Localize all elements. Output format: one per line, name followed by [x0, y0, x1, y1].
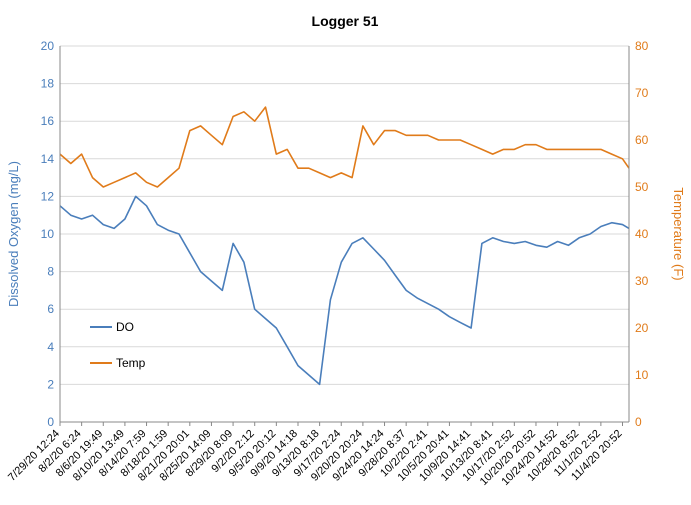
legend-item-do: DO: [90, 320, 134, 334]
y-right-tick-label: 50: [635, 180, 649, 194]
gridlines: [60, 45, 629, 385]
y-axis-left-label: Dissolved Oxygen (mg/L): [6, 161, 21, 307]
y-right-tick-label: 30: [635, 274, 649, 288]
legend-label-do: DO: [116, 320, 134, 334]
legend-item-temp: Temp: [90, 356, 146, 370]
y-right-tick-label: 70: [635, 86, 649, 100]
left-axis-ticks: 0 2 4 6 8 10 12 14 16 18 20: [41, 39, 55, 429]
x-axis-ticks: 7/29/20 12:248/2/20 6:248/6/20 19:498/10…: [6, 422, 625, 488]
y-left-tick-label: 4: [47, 340, 54, 354]
series-lines: [59, 106, 630, 386]
y-axis-right-label: Temperature (F): [671, 187, 686, 280]
y-right-tick-label: 20: [635, 321, 649, 335]
y-left-tick-label: 12: [41, 189, 55, 203]
y-left-tick-label: 10: [41, 227, 55, 241]
y-left-tick-label: 2: [47, 377, 54, 391]
chart-title: Logger 51: [312, 13, 379, 29]
series-line-do: [59, 195, 630, 386]
y-right-tick-label: 60: [635, 133, 649, 147]
y-right-tick-label: 40: [635, 227, 649, 241]
y-left-tick-label: 20: [41, 39, 55, 53]
y-left-tick-label: 8: [47, 265, 54, 279]
series-line-temp: [59, 106, 630, 188]
legend: DO Temp: [90, 320, 146, 370]
y-right-tick-label: 0: [635, 415, 642, 429]
y-left-tick-label: 18: [41, 77, 55, 91]
y-left-tick-label: 14: [41, 152, 55, 166]
y-left-tick-label: 0: [47, 415, 54, 429]
y-right-tick-label: 10: [635, 368, 649, 382]
legend-label-temp: Temp: [116, 356, 146, 370]
y-left-tick-label: 16: [41, 114, 55, 128]
y-left-tick-label: 6: [47, 302, 54, 316]
y-right-tick-label: 80: [635, 39, 649, 53]
right-axis-ticks: 0 10 20 30 40 50 60 70 80: [635, 39, 649, 429]
